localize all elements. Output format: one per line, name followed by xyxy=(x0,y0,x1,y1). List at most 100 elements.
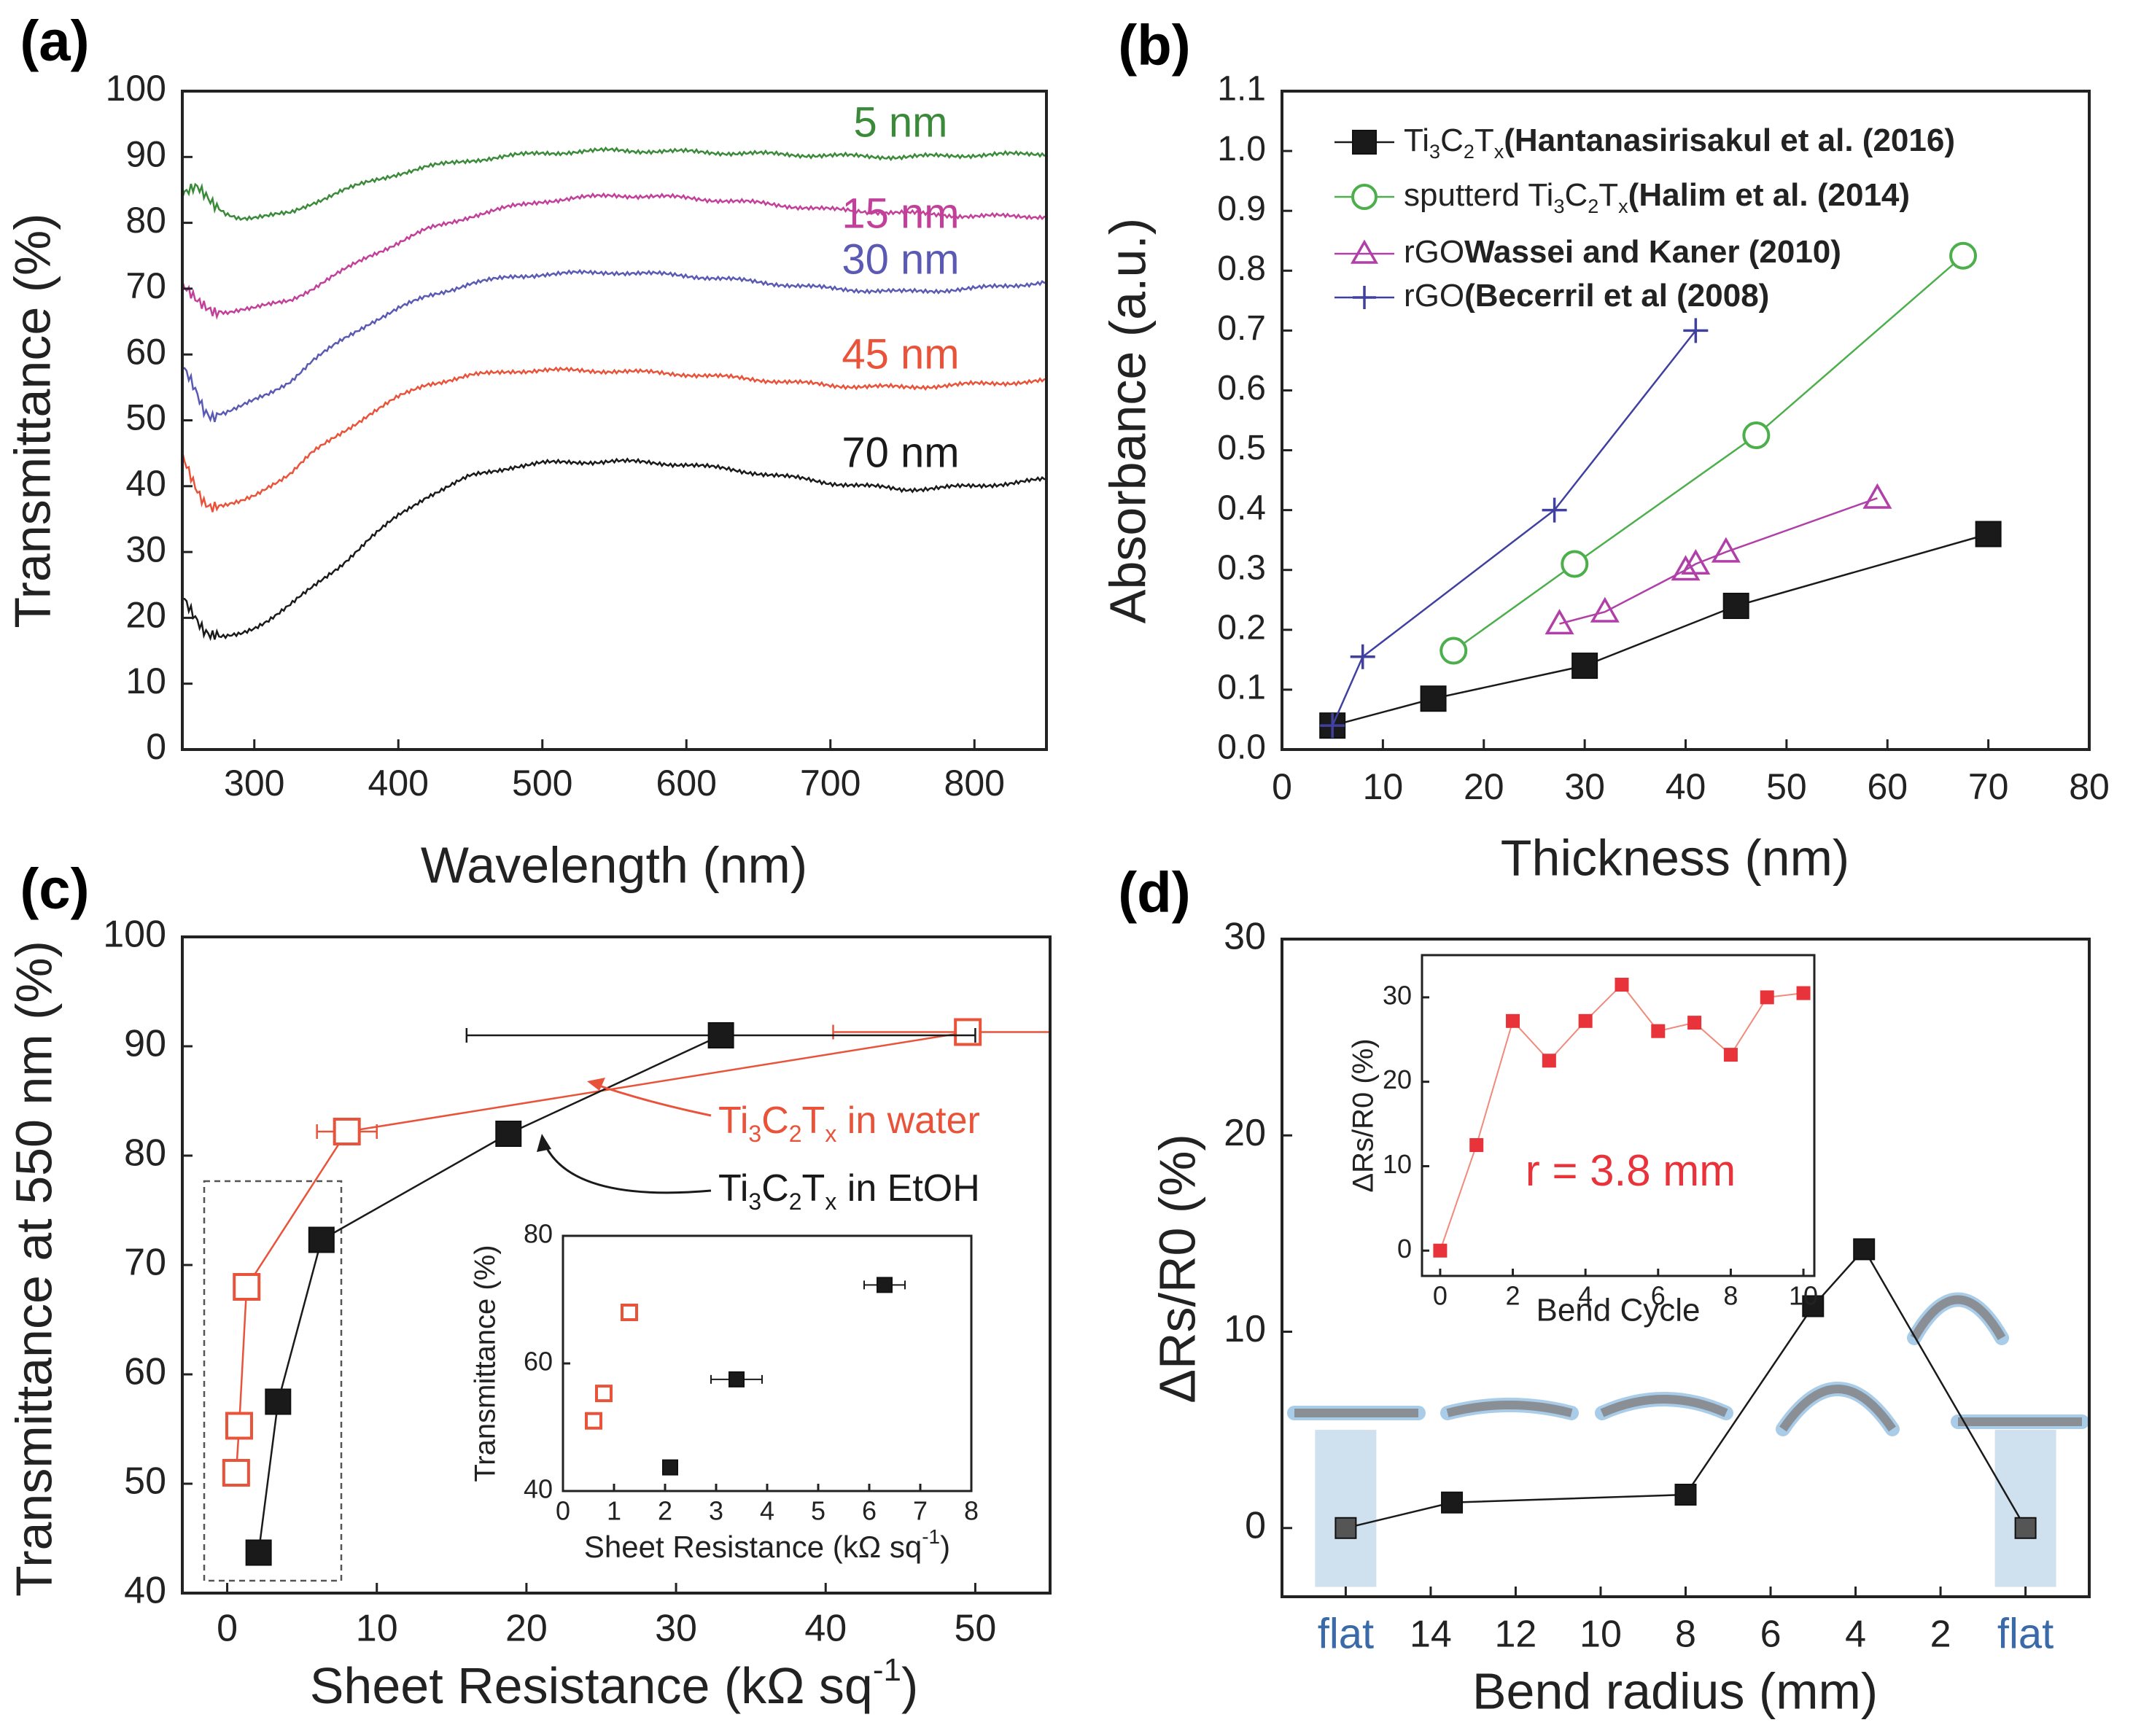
panel-c-series-0-line xyxy=(235,1031,968,1474)
panel-b-xlabel: Thickness (nm) xyxy=(1501,829,1849,886)
panel-c-inset-yaxis-label-0: 40 xyxy=(524,1474,553,1504)
panel-c-yaxis-label-0: 40 xyxy=(124,1570,166,1612)
panel-b-series-3-point-0 xyxy=(1320,713,1345,739)
panel-b-series-1-line xyxy=(1453,254,1964,652)
series-label-15-nm: 15 nm xyxy=(842,190,959,237)
panel-b-series-0-point-3 xyxy=(1722,592,1749,619)
series-15-nm-line xyxy=(181,192,1047,320)
inset-d-point-3 xyxy=(1542,1054,1556,1068)
series-45-nm-line xyxy=(181,366,1047,513)
panel-c-xaxis: 0 10 20 30 40 50 xyxy=(217,1583,996,1650)
panel-c-inset-xaxis-label-2: 2 xyxy=(658,1496,672,1526)
legend-text-3-tail: (Becerril et al (2008) xyxy=(1464,278,1769,314)
annotation-water-c: T xyxy=(802,1099,825,1142)
panel-a-yaxis-label-2: 20 xyxy=(125,595,166,636)
panel-d-xtick-label-3: 10 xyxy=(1580,1614,1622,1656)
panel-c-xaxis-label-3: 30 xyxy=(655,1608,697,1650)
panel-c-series-1-point-4 xyxy=(707,1022,734,1048)
panel-b-series-2-point-5 xyxy=(1862,483,1892,509)
legend-marker-2 xyxy=(1350,239,1379,264)
film-r14-film xyxy=(1446,1401,1573,1417)
panel-d-xtick-label-7: 2 xyxy=(1930,1614,1951,1656)
panel-d-ylabel: ΔRs/R0 (%) xyxy=(1149,1134,1205,1404)
panel-a-xaxis-label-5: 800 xyxy=(944,763,1005,803)
inset-d-point-5 xyxy=(1615,978,1629,992)
panel-c-xaxis-label-5: 50 xyxy=(954,1608,996,1650)
panel-d-xtick-label-2: 12 xyxy=(1495,1614,1537,1656)
legend-text-0-tail: (Hantanasirisakul et al. (2016) xyxy=(1504,122,1955,158)
panel-a-yaxis: 0 10 20 30 40 50 60 70 80 90 100 xyxy=(106,68,193,767)
legend-marker-1 xyxy=(1351,184,1378,210)
panel-c-series-0-point-4 xyxy=(954,1018,982,1046)
panel-d-point-4 xyxy=(1853,1238,1876,1261)
panel-a-yaxis-label-1: 10 xyxy=(125,661,166,701)
panel-b-yaxis-label-8: 0.8 xyxy=(1217,249,1266,288)
panel-b-yaxis: 0.0 0.1 0.2 0.3 0.4 0.5 0.6 0.7 0.8 0.9 1.0 1.1 xyxy=(1217,70,1292,767)
panel-a-xaxis-label-0: 300 xyxy=(224,763,284,803)
panel-b-xaxis: 0 10 20 30 40 50 60 70 80 xyxy=(1272,739,2110,807)
inset-d-point-6 xyxy=(1651,1024,1666,1038)
annotation-etoh: Ti3C2Tx in EtOH xyxy=(718,1167,980,1215)
panel-b-yaxis-label-9: 0.9 xyxy=(1217,190,1266,228)
panel-a-xaxis-label-2: 500 xyxy=(512,763,572,803)
panel-c-yaxis-label-5: 90 xyxy=(124,1023,166,1065)
panel-a-yaxis-label-3: 30 xyxy=(125,529,166,569)
panel-c-yaxis-label-2: 60 xyxy=(124,1351,166,1393)
panel-b-yaxis-label-5: 0.5 xyxy=(1217,429,1266,467)
inset-c-series-1-point-2 xyxy=(877,1277,893,1293)
legend-text-0-c: T xyxy=(1475,122,1494,158)
panel-b-xaxis-label-0: 0 xyxy=(1272,766,1292,807)
panel-a-ylabel: Transmittance (%) xyxy=(4,213,61,628)
legend-text-0-s1: 3 xyxy=(1429,141,1440,163)
panel-d-xtick-label-5: 6 xyxy=(1760,1614,1782,1656)
panel-b-xaxis-label-1: 10 xyxy=(1363,766,1404,807)
panel-d-inset-annotation: r = 3.8 mm xyxy=(1526,1146,1736,1195)
panel-c-zoom-box xyxy=(203,1180,343,1582)
panel-d-point-5 xyxy=(2014,1517,2037,1539)
panel-d-film-illustrations xyxy=(1287,1292,2089,1436)
series-label-30-nm: 30 nm xyxy=(842,236,959,283)
panel-c-series-1-point-0 xyxy=(245,1539,272,1566)
legend-text-2-a: rGO xyxy=(1404,234,1464,270)
panel-b-yaxis-label-0: 0.0 xyxy=(1217,728,1266,767)
panel-b-series-2-point-3 xyxy=(1681,548,1711,575)
legend-text-2-tail: Wassei and Kaner (2010) xyxy=(1464,234,1841,270)
inset-c-series-1-point-1 xyxy=(729,1371,745,1387)
panel-b-series-3-point-2 xyxy=(1542,497,1567,523)
legend-text-1: sputterd Ti3C2Tx(Halim et al. (2014) xyxy=(1404,177,1910,218)
panel-b-series-1-point-0 xyxy=(1440,637,1468,665)
panel-c-inset-xaxis: 0 1 2 3 4 5 6 7 8 xyxy=(556,1484,979,1526)
panel-c-series-0-point-2 xyxy=(233,1273,261,1301)
legend-text-1-c: T xyxy=(1598,177,1618,213)
panel-d-point-1 xyxy=(1441,1491,1464,1514)
panel-d-inset: 0 10 20 30 0 2 4 6 8 10 Bend Cycle ΔRs/R0 (%) r = 3.… xyxy=(1348,954,1818,1328)
film-r38-film xyxy=(1910,1295,2006,1340)
panel-b-yaxis-label-4: 0.4 xyxy=(1217,489,1266,527)
panel-b-ylabel: Absorbance (a.u.) xyxy=(1099,218,1156,623)
panel-b: (b)Ti3C2Tx(Hantanasirisakul et al. (2016… xyxy=(1099,13,2109,887)
panel-b-yaxis-label-3: 0.3 xyxy=(1217,548,1266,587)
annotation-etoh-s1: 3 xyxy=(748,1188,761,1215)
panel-d-xtick-label-0: flat xyxy=(1318,1610,1374,1657)
film-r5-film xyxy=(1779,1385,1896,1432)
series-label-5-nm: 5 nm xyxy=(854,98,948,146)
series-30-nm-line xyxy=(182,268,1047,423)
annotation-water-arrow xyxy=(590,1081,712,1117)
legend-text-0: Ti3C2Tx(Hantanasirisakul et al. (2016) xyxy=(1404,122,1955,163)
panel-c-series xyxy=(222,1018,1050,1566)
panel-c-xaxis-label-0: 0 xyxy=(217,1608,238,1650)
annotation-etoh-arrowhead xyxy=(537,1134,551,1152)
panel-c-inset-xaxis-label-6: 6 xyxy=(862,1496,877,1526)
inset-d-point-2 xyxy=(1506,1013,1520,1028)
annotation-etoh-s3: x xyxy=(825,1188,836,1215)
inset-c-series-1-point-0 xyxy=(662,1459,678,1476)
panel-c-inset-xaxis-label-0: 0 xyxy=(556,1496,570,1526)
panel-b-series-0-point-1 xyxy=(1420,685,1447,712)
panel-a-yaxis-label-8: 80 xyxy=(125,200,166,241)
legend-text-3: rGO(Becerril et al (2008) xyxy=(1404,278,1769,314)
panel-b-yaxis-label-7: 0.7 xyxy=(1217,309,1266,348)
panel-a-yaxis-label-7: 70 xyxy=(125,265,166,306)
panel-a-xlabel: Wavelength (nm) xyxy=(421,836,807,893)
panel-b-series-3-line xyxy=(1332,330,1697,726)
